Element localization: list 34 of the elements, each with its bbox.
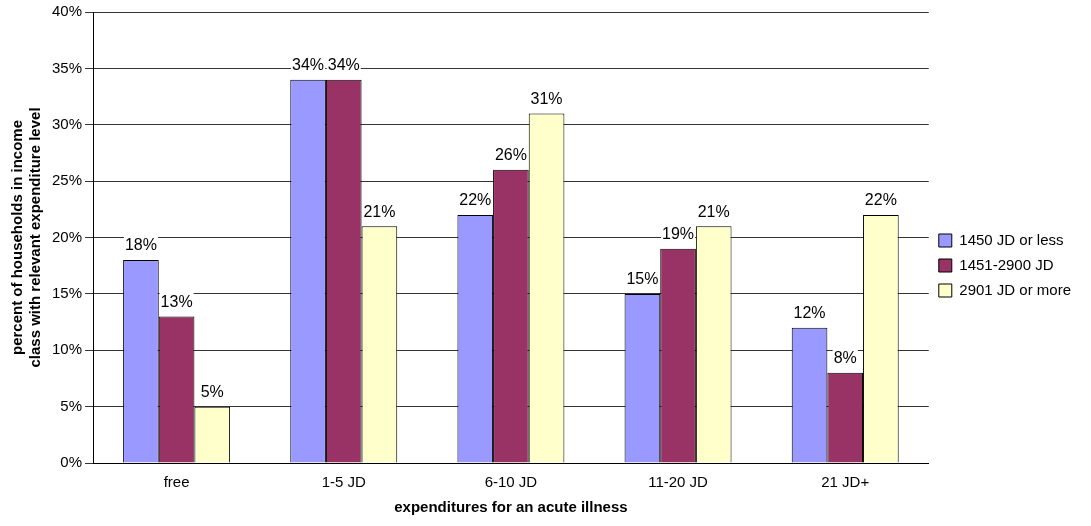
data-label: 13% (160, 292, 193, 310)
data-label: 22% (459, 191, 492, 209)
data-label: 18% (124, 236, 157, 254)
x-tick-label: 6-10 JD (484, 473, 538, 491)
legend-label: 1450 JD or less (959, 230, 1064, 248)
y-tick-label: 15% (51, 284, 83, 302)
x-tick-label: 11-20 JD (648, 473, 709, 491)
y-tick-label: 40% (51, 2, 83, 20)
data-label: 8% (833, 349, 857, 367)
data-label: 26% (494, 146, 527, 164)
data-label: 34% (292, 56, 325, 74)
x-tick-label: 21 JD+ (821, 473, 870, 491)
data-label: 12% (793, 304, 826, 322)
data-label: 22% (864, 191, 897, 209)
data-label: 5% (200, 383, 224, 401)
y-tick-label: 5% (60, 396, 83, 414)
data-label: 21% (363, 202, 396, 220)
y-tick-label: 35% (51, 58, 83, 76)
y-tick-label: 20% (51, 227, 83, 245)
data-label: 21% (697, 202, 730, 220)
legend-label: 2901 JD or more (959, 280, 1071, 298)
y-tick-label: 25% (51, 171, 83, 189)
x-tick-label: free (163, 473, 190, 491)
y-tick-label: 10% (51, 340, 83, 358)
data-label: 15% (626, 270, 659, 288)
y-tick-label: 30% (51, 114, 83, 132)
legend-label: 1451-2900 JD (959, 255, 1054, 273)
data-label: 31% (530, 89, 563, 107)
x-tick-label: 1-5 JD (321, 473, 366, 491)
y-axis-title: percent of households in income class with relevant expenditure level (8, 107, 44, 368)
y-tick-label: 0% (60, 453, 83, 471)
data-label: 34% (327, 56, 360, 74)
x-axis-title: expenditures for an acute illness (394, 498, 628, 516)
data-label: 19% (662, 225, 695, 243)
